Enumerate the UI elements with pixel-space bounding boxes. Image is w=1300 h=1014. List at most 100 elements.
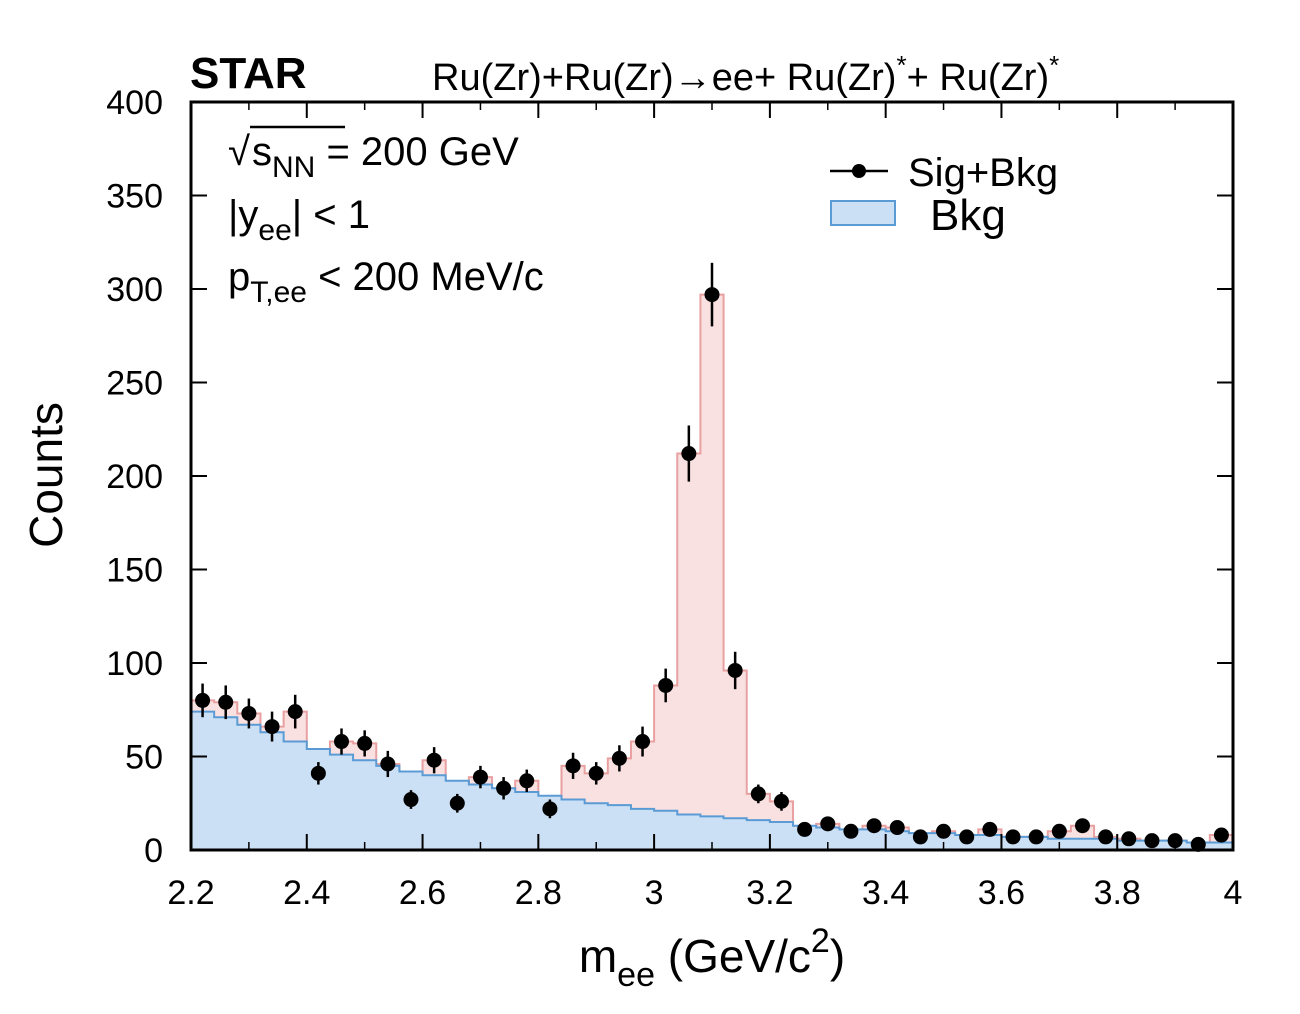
bkg-bin xyxy=(237,724,261,850)
bkg-bin xyxy=(700,816,725,850)
energy-s: s xyxy=(252,130,272,174)
data-point xyxy=(1121,831,1137,847)
y-tick-label: 300 xyxy=(106,271,163,309)
bkg-bin xyxy=(607,805,632,850)
bkg-bin xyxy=(654,810,678,850)
xlabel-sub: ee xyxy=(617,956,655,994)
data-point xyxy=(889,820,905,836)
data-point xyxy=(519,773,535,789)
x-tick-label: 4 xyxy=(1224,874,1243,912)
y-tick-label: 200 xyxy=(106,458,163,496)
title-star-1: * xyxy=(896,50,906,80)
sigbkg-bin xyxy=(654,685,678,850)
data-point xyxy=(287,704,303,720)
pt-3: < 200 MeV/c xyxy=(307,255,544,299)
data-point xyxy=(1051,823,1067,839)
data-point xyxy=(912,829,928,845)
bkg-bin xyxy=(931,833,956,850)
legend: Sig+Bkg Bkg xyxy=(830,151,1058,240)
data-point xyxy=(264,719,280,735)
data-point xyxy=(403,792,419,808)
data-point xyxy=(704,287,720,303)
y-tick-label: 150 xyxy=(106,552,163,590)
bkg-bin xyxy=(376,765,400,850)
legend-sigbkg-label: Sig+Bkg xyxy=(908,151,1058,195)
bkg-bin xyxy=(283,741,308,850)
x-tick-label: 2.4 xyxy=(283,874,330,912)
y-tick-label: 0 xyxy=(144,832,163,870)
x-tick-label: 3.6 xyxy=(978,874,1025,912)
rap-sub: ee xyxy=(258,214,291,247)
tick-labels: 2.2 2.4 2.6 2.8 3 3.2 3.4 3.6 3.8 4 0 50 100 150 200 25… xyxy=(106,84,1242,912)
rap-3: | < 1 xyxy=(292,193,370,237)
x-tick-label: 3.2 xyxy=(746,874,793,912)
bkg-bin xyxy=(445,780,470,850)
legend-bkg-label: Bkg xyxy=(930,191,1006,240)
data-point xyxy=(449,795,465,811)
bkg-bin xyxy=(630,808,655,850)
bkg-bin xyxy=(214,717,238,850)
x-tick-label: 2.6 xyxy=(399,874,446,912)
data-point xyxy=(750,786,766,802)
bkg-bin xyxy=(191,711,215,850)
y-tick-label: 50 xyxy=(125,739,163,777)
data-point xyxy=(1005,829,1021,845)
data-point xyxy=(496,780,512,796)
data-point xyxy=(773,793,789,809)
xlabel-main: (GeV/c xyxy=(655,930,811,982)
data-point xyxy=(727,662,743,678)
rapidity-annotation: |yee| < 1 xyxy=(228,193,370,247)
pt-1: p xyxy=(228,255,250,299)
data-point xyxy=(565,758,581,774)
bkg-bin xyxy=(515,792,539,850)
xlabel-sup: 2 xyxy=(811,922,830,960)
data-point xyxy=(472,769,488,785)
bkg-bin xyxy=(723,818,748,850)
data-point xyxy=(635,734,651,750)
data-point xyxy=(1144,833,1160,849)
data-point xyxy=(588,765,604,781)
y-tick-label: 350 xyxy=(106,178,163,216)
data-point xyxy=(820,816,836,832)
pt-sub: T,ee xyxy=(250,276,307,309)
data-point xyxy=(380,756,396,772)
data-point xyxy=(1167,833,1183,849)
bkg-bin xyxy=(492,788,516,850)
title-part-2: + Ru(Zr) xyxy=(907,57,1050,99)
energy-value: = 200 GeV xyxy=(315,130,519,174)
bkg-bin xyxy=(746,820,771,850)
bkg-bin xyxy=(584,803,609,850)
sigbkg-bin xyxy=(723,670,748,850)
data-point xyxy=(542,801,558,817)
bkg-bin xyxy=(353,760,377,850)
x-axis-title: mee (GeV/c2) xyxy=(579,922,845,994)
bkg-bin xyxy=(769,821,794,850)
title-part-1: Ru(Zr)+Ru(Zr)→ee+ Ru(Zr) xyxy=(432,57,896,99)
data-point xyxy=(1028,829,1044,845)
energy-annotation: √ sNN = 200 GeV xyxy=(228,125,519,184)
xlabel-m: m xyxy=(579,930,617,982)
sqrt-symbol: √ xyxy=(228,130,250,174)
data-point xyxy=(1213,827,1229,843)
bkg-outline xyxy=(190,710,1234,851)
data-point xyxy=(611,750,627,766)
data-point xyxy=(241,705,257,721)
data-point xyxy=(843,823,859,839)
bkg-bin xyxy=(978,835,1002,850)
data-point xyxy=(797,821,813,837)
data-point xyxy=(959,829,975,845)
energy-text: sNN = 200 GeV xyxy=(252,130,519,184)
bkg-bin xyxy=(885,831,910,850)
y-tick-label: 250 xyxy=(106,365,163,403)
x-tick-label: 3.4 xyxy=(862,874,909,912)
bkg-bin xyxy=(468,784,493,850)
x-tick-label: 2.8 xyxy=(515,874,562,912)
title-star-2: * xyxy=(1049,50,1059,80)
energy-subscript: NN xyxy=(272,151,315,184)
data-point xyxy=(357,735,373,751)
sigbkg-outline xyxy=(190,293,1234,851)
data-point xyxy=(218,694,234,710)
xlabel-close: ) xyxy=(830,930,845,982)
sig-bkg-points xyxy=(195,262,1229,852)
